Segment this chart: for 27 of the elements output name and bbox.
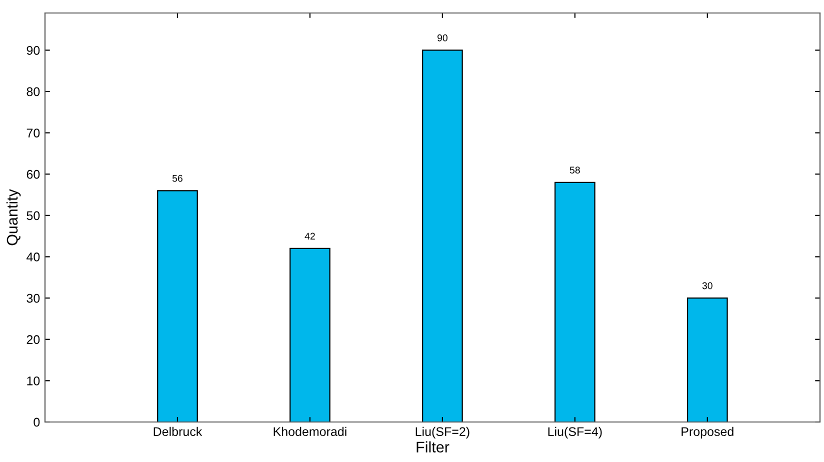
y-tick-label: 90 bbox=[26, 46, 40, 55]
bar bbox=[290, 248, 330, 422]
bar bbox=[157, 190, 198, 422]
y-tick-label: 70 bbox=[26, 128, 40, 138]
y-tick-label: 50 bbox=[26, 211, 40, 220]
y-tick-label: 40 bbox=[26, 252, 40, 262]
x-axis-title: Filter bbox=[416, 441, 450, 453]
x-tick-label: Proposed bbox=[682, 426, 734, 439]
y-tick-label: 80 bbox=[26, 87, 40, 96]
x-tick-label: Khodemoradi bbox=[274, 426, 346, 436]
y-tick-label: 20 bbox=[26, 335, 40, 344]
x-tick-label: Liu(SF=4) bbox=[548, 426, 602, 439]
data-label: 42 bbox=[304, 232, 315, 240]
data-label: 56 bbox=[172, 174, 182, 182]
y-axis-title: Quantity bbox=[6, 189, 21, 246]
y-tick-label: 10 bbox=[27, 376, 40, 386]
bar bbox=[422, 50, 463, 422]
bar bbox=[686, 298, 728, 422]
y-tick-label: 0 bbox=[34, 418, 40, 427]
x-tick-label: Delbruck bbox=[154, 426, 202, 436]
x-tick-label: Liu(SF=2) bbox=[416, 426, 470, 439]
bar bbox=[554, 182, 596, 422]
data-label: 58 bbox=[570, 166, 580, 174]
y-tick-label: 60 bbox=[26, 170, 40, 179]
data-label: 30 bbox=[702, 282, 712, 290]
data-label: 90 bbox=[437, 34, 448, 42]
y-tick-label: 30 bbox=[26, 294, 40, 303]
